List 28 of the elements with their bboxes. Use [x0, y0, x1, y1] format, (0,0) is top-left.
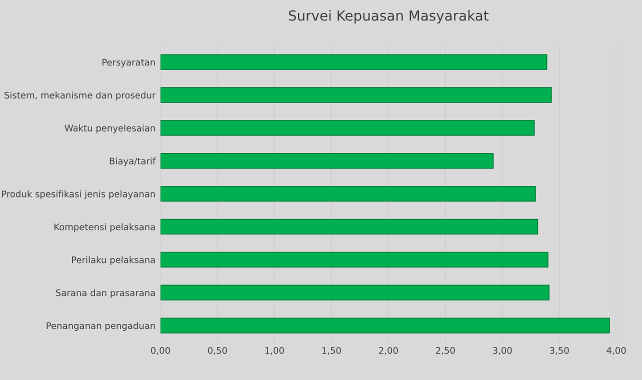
y-tick-label: Persyaratan: [102, 58, 155, 68]
y-tick-label: Biaya/tarif: [110, 157, 156, 166]
y-tick-label: Kompetensi pelaksana: [54, 223, 155, 232]
y-tick-label: Sistem, mekanisme dan prosedur: [4, 92, 156, 100]
bar: [160, 252, 548, 268]
bar: [160, 318, 610, 334]
bar: [160, 87, 552, 103]
x-tick-label: 1,00: [265, 347, 284, 355]
bar: [160, 284, 550, 300]
bar: [160, 120, 535, 136]
x-tick-label: 0,00: [151, 347, 170, 355]
bar: [160, 54, 548, 70]
bar: [160, 186, 536, 202]
x-tick-label: 0,50: [208, 347, 227, 355]
x-tick-label: 4,00: [606, 347, 626, 355]
y-tick-label: Sarana dan prasarana: [56, 289, 155, 298]
y-tick-label: Waktu penyelesaian: [64, 124, 155, 134]
x-tick-label: 2,50: [436, 347, 455, 355]
chart-title: Survei Kepuasan Masyarakat: [288, 10, 489, 24]
x-tick-label: 2,00: [379, 347, 398, 355]
bar: [160, 153, 494, 169]
y-tick-label: Perilaku pelaksana: [72, 256, 155, 265]
x-tick-label: 3,50: [550, 347, 569, 355]
bar: [160, 218, 538, 235]
y-tick-label: Produk spesifikasi jenis pelayanan: [2, 190, 155, 200]
y-tick-label: Penanganan pengaduan: [46, 322, 155, 331]
x-tick-label: 1,50: [322, 347, 341, 355]
x-tick-label: 3,00: [493, 347, 512, 355]
